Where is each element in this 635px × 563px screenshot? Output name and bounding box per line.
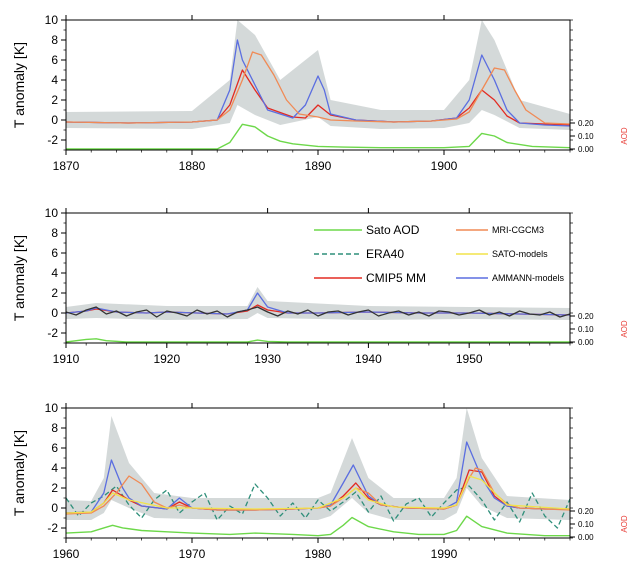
plot-area [66, 20, 570, 150]
y-tick-label: 8 [51, 421, 58, 435]
aod-tick-label: 0.10 [578, 520, 594, 529]
aod-axis-label: AOD [620, 320, 629, 338]
y-tick-label: 6 [51, 441, 58, 455]
series-line-sato [66, 475, 570, 514]
aod-tick-label: 0.00 [578, 145, 594, 154]
x-tick-label: 1970 [179, 547, 206, 561]
legend-label-cmip5: CMIP5 MM [366, 271, 426, 285]
aod-tick-label: 0.20 [578, 507, 594, 516]
series-line-mri [66, 51, 570, 125]
y-tick-label: 2 [51, 481, 58, 495]
x-tick-label: 1930 [254, 352, 281, 366]
series-line-cmip5 [66, 69, 570, 126]
series-line-ammann [66, 39, 570, 127]
x-tick-label: 1920 [153, 352, 180, 366]
y-tick-label: 0 [51, 501, 58, 515]
series-line-aod [66, 123, 570, 150]
y-tick-label: 10 [45, 401, 59, 415]
series-line-era40 [66, 483, 570, 529]
model-spread-band [66, 408, 570, 520]
x-tick-label: 1960 [53, 547, 80, 561]
y-tick-label: 8 [51, 226, 58, 240]
x-tick-label: 1990 [431, 547, 458, 561]
y-tick-label: 4 [51, 461, 58, 475]
y-tick-label: 4 [51, 73, 58, 87]
x-tick-label: 1910 [53, 352, 80, 366]
y-tick-label: 2 [51, 93, 58, 107]
legend-label-mri: MRI-CGCM3 [492, 225, 544, 235]
x-tick-label: 1940 [355, 352, 382, 366]
y-tick-label: 0 [51, 113, 58, 127]
aod-tick-label: 0.00 [578, 338, 594, 347]
model-spread-band [66, 287, 570, 320]
aod-axis-label: AOD [620, 515, 629, 533]
x-tick-label: 1870 [53, 159, 80, 173]
x-tick-label: 1980 [305, 547, 332, 561]
series-line-era40 [66, 306, 570, 318]
x-tick-label: 1950 [456, 352, 483, 366]
y-tick-label: 10 [45, 206, 59, 220]
y-tick-label: 8 [51, 33, 58, 47]
plot-frame [65, 212, 571, 344]
series-line-aod [66, 338, 570, 343]
y-tick-label: 6 [51, 53, 58, 67]
aod-tick-label: 0.20 [578, 119, 594, 128]
y-tick-label: 6 [51, 246, 58, 260]
y-tick-label: 0 [51, 306, 58, 320]
plot-area [66, 408, 570, 537]
x-tick-label: 1900 [431, 159, 458, 173]
series-line-mri [66, 467, 570, 515]
legend-label-era40: ERA40 [366, 247, 404, 261]
y-tick-label: -2 [47, 521, 58, 535]
y-tick-label: -2 [47, 326, 58, 340]
plot-area [66, 287, 570, 343]
y-axis-label: T anomaly [K] [11, 235, 27, 321]
y-tick-label: -2 [47, 133, 58, 147]
series-line-aod [66, 515, 570, 537]
panel-1870-1910: 1870 1880 1890 1900 -2 0 2 4 6 8 10 T anomaly [K] 0.… [11, 13, 629, 173]
y-axis-label: T anomaly [K] [11, 42, 27, 128]
aod-tick-label: 0.20 [578, 312, 594, 321]
panel-1910-1960: 1910 1920 1930 1940 1950 -2 0 2 4 6 8 10 T anomaly [… [11, 206, 629, 366]
aod-tick-label: 0.10 [578, 132, 594, 141]
legend-label-sato: SATO-models [492, 249, 548, 259]
model-spread-band [66, 20, 570, 130]
legend-label-aod: Sato AOD [366, 223, 420, 237]
aod-tick-label: 0.00 [578, 533, 594, 542]
x-tick-label: 1890 [305, 159, 332, 173]
aod-axis-label: AOD [620, 127, 629, 145]
panel-1960-2000: 1960 1970 1980 1990 -2 0 2 4 6 8 10 T anomaly [K] 0.… [11, 401, 629, 561]
x-tick-label: 1880 [179, 159, 206, 173]
y-tick-label: 10 [45, 13, 59, 27]
aod-tick-label: 0.10 [578, 325, 594, 334]
y-tick-label: 4 [51, 266, 58, 280]
y-tick-label: 2 [51, 286, 58, 300]
legend-label-ammann: AMMANN-models [492, 273, 565, 283]
y-axis-label: T anomaly [K] [11, 430, 27, 516]
